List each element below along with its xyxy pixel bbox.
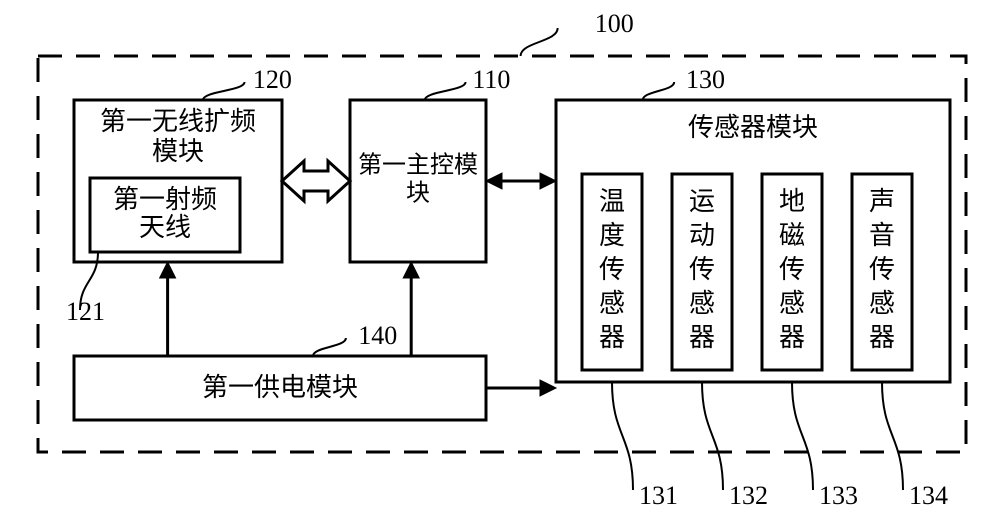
label-110-line1: 第一主控模 bbox=[358, 152, 478, 179]
label-110-line2: 块 bbox=[406, 180, 430, 207]
leader-133 bbox=[792, 382, 813, 490]
label-134-c4: 感 bbox=[869, 289, 895, 318]
ref-120: 120 bbox=[253, 65, 292, 94]
ref-100: 100 bbox=[595, 9, 634, 38]
label-132-c3: 传 bbox=[689, 255, 715, 284]
ref-134: 134 bbox=[909, 481, 948, 510]
ref-131: 131 bbox=[639, 481, 678, 510]
ref-130: 130 bbox=[686, 65, 725, 94]
ref-132: 132 bbox=[729, 481, 768, 510]
label-134-c2: 音 bbox=[869, 221, 895, 250]
ref-110: 110 bbox=[472, 65, 510, 94]
leader-120 bbox=[203, 82, 245, 100]
label-134-c3: 传 bbox=[869, 255, 895, 284]
label-120-line2: 模块 bbox=[152, 137, 204, 166]
label-133-c2: 磁 bbox=[779, 221, 805, 250]
leader-131 bbox=[612, 382, 633, 490]
label-133-c4: 感 bbox=[779, 289, 805, 318]
label-133-c3: 传 bbox=[779, 255, 805, 284]
label-131-c4: 感 bbox=[599, 289, 625, 318]
label-131-c1: 温 bbox=[599, 187, 625, 216]
label-132-c5: 器 bbox=[689, 323, 715, 352]
leader-130 bbox=[643, 82, 675, 100]
label-121-line2: 天线 bbox=[139, 213, 191, 242]
ref-133: 133 bbox=[819, 481, 858, 510]
link-120-110 bbox=[282, 161, 350, 201]
label-130: 传感器模块 bbox=[688, 113, 818, 142]
label-120-line1: 第一无线扩频 bbox=[100, 107, 256, 136]
label-134-c5: 器 bbox=[869, 323, 895, 352]
leader-132 bbox=[702, 382, 723, 490]
label-134-c1: 声 bbox=[869, 187, 895, 216]
label-133-c1: 地 bbox=[779, 187, 805, 216]
leader-134 bbox=[882, 382, 903, 490]
label-131-c5: 器 bbox=[599, 323, 625, 352]
label-132-c4: 感 bbox=[689, 289, 715, 318]
label-133-c5: 器 bbox=[779, 323, 805, 352]
label-132-c1: 运 bbox=[689, 187, 715, 216]
label-121-line1: 第一射频 bbox=[113, 185, 217, 214]
label-140: 第一供电模块 bbox=[202, 373, 358, 402]
leader-100 bbox=[521, 28, 558, 56]
leader-110 bbox=[425, 82, 466, 100]
ref-121: 121 bbox=[66, 297, 105, 326]
leader-140 bbox=[313, 338, 346, 356]
label-131-c2: 度 bbox=[599, 221, 625, 250]
label-132-c2: 动 bbox=[689, 221, 715, 250]
ref-140: 140 bbox=[358, 321, 397, 350]
label-131-c3: 传 bbox=[599, 255, 625, 284]
